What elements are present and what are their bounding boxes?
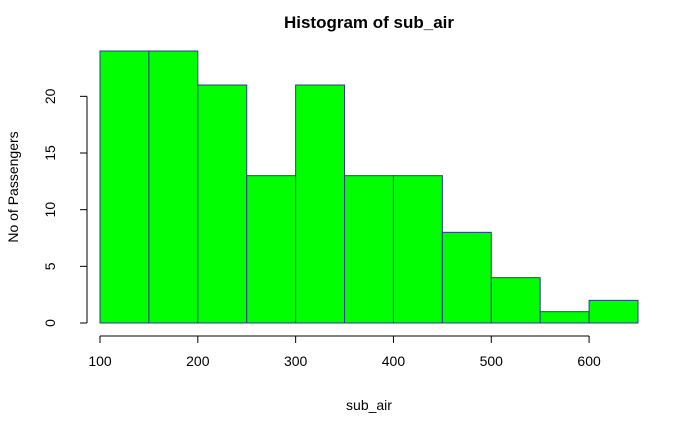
x-tick-label: 100 (88, 353, 112, 369)
x-tick-label: 200 (186, 353, 210, 369)
y-tick-label: 5 (42, 262, 58, 270)
histogram-bar-4 (246, 175, 297, 324)
histogram-bar-8 (441, 231, 492, 324)
histogram-bar-9 (490, 277, 541, 324)
y-tick-label: 15 (42, 145, 58, 161)
y-axis: 0 5 10 15 20 (42, 88, 88, 327)
x-tick-label: 400 (382, 353, 406, 369)
histogram-bar-1 (99, 50, 150, 324)
histogram-bar-10 (539, 311, 590, 324)
histogram-bar-7 (392, 175, 443, 324)
bars-group (99, 50, 639, 324)
histogram-bar-3 (197, 84, 248, 324)
y-tick-label: 10 (42, 202, 58, 218)
x-tick-label: 300 (284, 353, 308, 369)
x-tick-label: 500 (480, 353, 504, 369)
x-axis-label: sub_air (346, 397, 392, 413)
y-tick-label: 20 (42, 88, 58, 104)
y-tick-label: 0 (42, 319, 58, 327)
histogram-bar-5 (295, 84, 346, 324)
histogram-bar-11 (588, 299, 639, 324)
x-tick-label: 600 (577, 353, 601, 369)
chart-title: Histogram of sub_air (284, 13, 454, 32)
y-axis-label: No of Passengers (5, 131, 21, 242)
x-axis: 100 200 300 400 500 600 (88, 335, 601, 369)
histogram-bar-2 (148, 50, 199, 324)
histogram-bar-6 (344, 175, 394, 324)
